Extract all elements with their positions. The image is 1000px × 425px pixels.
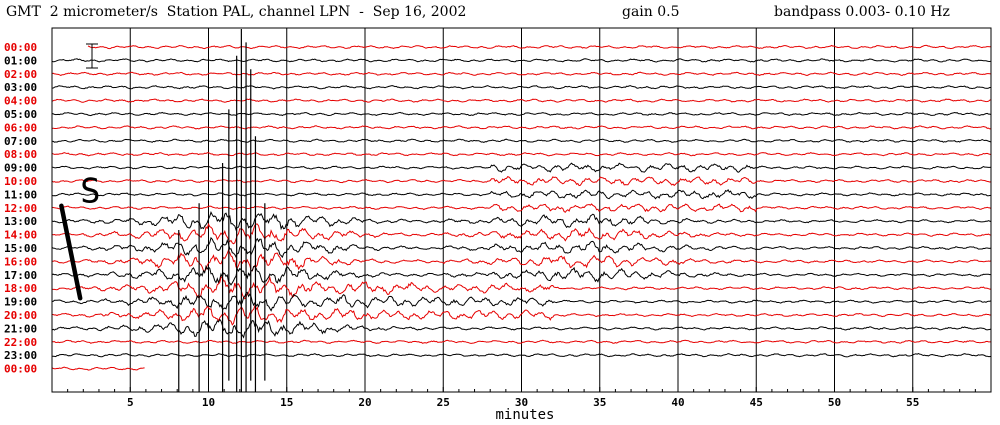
trace-1700 — [51, 264, 991, 286]
trace-0000 — [87, 44, 991, 50]
title-bar: GMT 2 micrometer/s Station PAL, channel … — [0, 0, 1000, 26]
row-label: 12:00 — [4, 202, 37, 215]
row-label: 18:00 — [4, 282, 37, 295]
x-tick-label: 25 — [437, 396, 450, 409]
annotation-s-bar — [59, 203, 83, 301]
row-label: 10:00 — [4, 175, 37, 188]
row-label: 13:00 — [4, 215, 37, 228]
trace-0100 — [51, 58, 992, 63]
row-label: 22:00 — [4, 336, 37, 349]
trace-0500 — [51, 111, 992, 117]
gain-label: gain 0.5 — [622, 4, 680, 20]
trace-1400 — [51, 222, 992, 245]
trace-0800 — [51, 152, 992, 157]
row-label: 21:00 — [4, 322, 37, 335]
x-tick-label: 15 — [280, 396, 293, 409]
row-label: 09:00 — [4, 162, 37, 175]
row-label: 14:00 — [4, 229, 37, 242]
trace-0300 — [51, 85, 991, 90]
x-tick-label: 5 — [127, 396, 134, 409]
trace-1900 — [51, 291, 992, 312]
x-tick-label: 55 — [906, 396, 919, 409]
grid-lines — [129, 28, 914, 392]
trace-0400 — [51, 98, 992, 103]
row-label: 05:00 — [4, 108, 37, 121]
row-label: 17:00 — [4, 269, 37, 282]
x-tick-label: 30 — [515, 396, 528, 409]
row-label: 23:00 — [4, 349, 37, 362]
bandpass-label: bandpass 0.003- 0.10 Hz — [774, 4, 950, 20]
x-tick-label: 50 — [828, 396, 841, 409]
row-label: 06:00 — [4, 121, 37, 134]
row-label: 08:00 — [4, 148, 37, 161]
trace-1200 — [51, 203, 992, 213]
trace-1800 — [51, 275, 991, 300]
row-label: 11:00 — [4, 188, 37, 201]
row-label: 01:00 — [4, 54, 37, 67]
plot-frame — [51, 27, 992, 393]
x-tick-label: 45 — [750, 396, 763, 409]
row-label: 20:00 — [4, 309, 37, 322]
row-label: 19:00 — [4, 296, 37, 309]
trace-group — [51, 29, 992, 392]
trace-2300 — [52, 353, 992, 358]
trace-1600 — [51, 248, 992, 272]
row-label: 07:00 — [4, 135, 37, 148]
row-label: 02:00 — [4, 68, 37, 81]
x-axis-label: minutes — [495, 407, 554, 423]
row-label: 00:00 — [4, 363, 37, 376]
annotations: S — [59, 43, 101, 301]
row-label: 03:00 — [4, 81, 37, 94]
trace-1000 — [51, 175, 992, 187]
x-tick-label: 20 — [358, 396, 371, 409]
annotation-s-phase: S — [80, 171, 100, 211]
x-tick-label: 10 — [202, 396, 215, 409]
trace-1500 — [51, 236, 992, 259]
x-tick-labels: 5 10 15 20 25 30 35 40 45 50 55 — [127, 396, 919, 409]
row-label: 15:00 — [4, 242, 37, 255]
trace-2200 — [51, 339, 991, 344]
row-label: 00:00 — [4, 41, 37, 54]
trace-0000 — [51, 366, 145, 371]
trace-2000 — [51, 304, 991, 326]
chart-title: GMT 2 micrometer/s Station PAL, channel … — [6, 4, 467, 20]
trace-1300 — [51, 210, 992, 231]
row-labels: 00:0001:0002:0003:0004:0005:0006:0007:00… — [4, 41, 37, 376]
row-label: 16:00 — [4, 255, 37, 268]
x-tick-label: 35 — [593, 396, 606, 409]
row-label: 04:00 — [4, 95, 37, 108]
trace-0200 — [51, 71, 992, 77]
trace-1100 — [51, 189, 992, 200]
x-tick-label: 40 — [671, 396, 684, 409]
trace-2100 — [51, 318, 992, 339]
trace-0700 — [51, 138, 992, 143]
trace-0600 — [51, 125, 992, 130]
trace-0900 — [51, 162, 992, 173]
